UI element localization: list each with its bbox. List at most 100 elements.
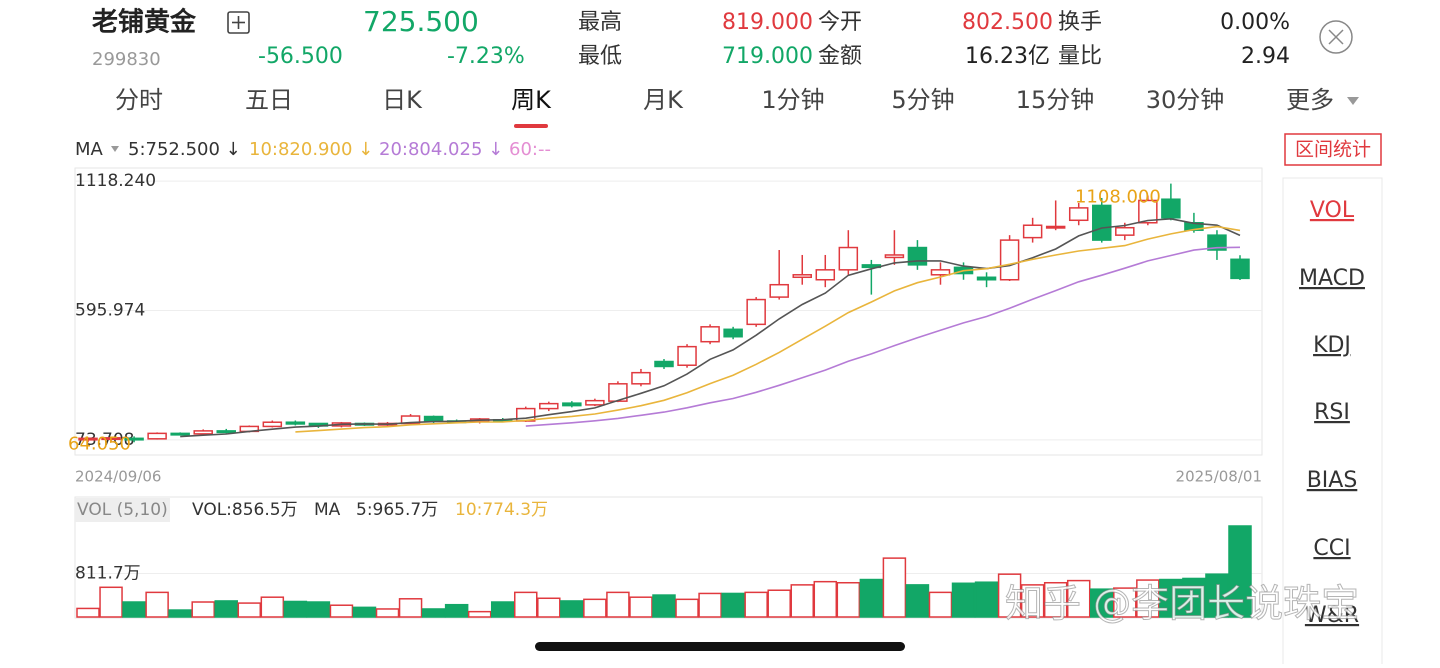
change-pct: -7.23% [447,44,525,69]
candle-body [562,402,582,407]
indicator-tab[interactable]: RSI [1314,400,1350,425]
ma-caret [111,146,119,152]
volume-bar [721,592,745,618]
volume-bar [168,609,192,618]
volume-bar [122,601,146,618]
candle-body [1045,225,1066,229]
candle-body [1022,224,1043,239]
indicator-tab[interactable]: MACD [1299,266,1365,291]
volume-bar [1113,587,1137,618]
candle-body [1161,198,1181,219]
volume-bar [744,591,768,618]
volume-bar [537,597,561,618]
vol-legend-bg [75,498,170,522]
volume-bar [606,591,630,618]
candle-body [999,239,1020,281]
indicator-tab[interactable]: VOL [1310,198,1355,223]
volume-bar [974,581,999,618]
tab[interactable]: 15分钟 [1016,86,1095,114]
candle-body [792,274,812,279]
more-caret [1347,97,1359,105]
candle-body [216,430,236,434]
indicator-tab[interactable]: W&R [1305,603,1359,628]
ma-line [525,246,1241,427]
volume-bar [928,591,953,618]
candle-body [262,421,283,428]
volume-bar [1136,579,1160,618]
candle-body [124,437,144,441]
volume-bar [191,601,215,618]
candle-body [585,399,605,406]
volume-bar [1066,579,1091,618]
volume-bar [237,602,262,618]
candle-body [101,437,121,441]
volume-bar [99,586,123,618]
volume-bar [951,582,976,618]
tab[interactable]: 5分钟 [891,86,954,114]
change: -56.500 [258,44,343,69]
volume-bar [698,592,722,618]
stock-code: 299830 [92,49,161,70]
volume-frame [74,496,1263,619]
stat-label: 最高 [578,10,622,35]
candle-body [147,432,167,440]
volume-bar [145,591,169,618]
candle-body [700,326,720,343]
volume-bar [514,591,538,618]
candle-body [677,345,697,366]
add-watchlist-icon[interactable] [227,11,250,34]
volume-bar [260,596,285,618]
range-button-box[interactable] [1284,133,1382,166]
indicator-tab[interactable]: BIAS [1307,468,1358,493]
tab[interactable]: 1分钟 [761,86,824,114]
ma-legend-item: 10:820.900 ↓ [249,139,373,160]
tab[interactable]: 更多 [1286,86,1334,114]
vol-legend-item: 5:965.7万 [356,500,438,520]
tab[interactable]: 月K [643,86,684,114]
volume-bar [283,600,308,618]
close-button[interactable] [1319,20,1353,54]
stat-value: 2.94 [1241,44,1290,69]
candle-body [907,246,928,266]
stock-name: 老铺黄金 [92,7,197,38]
tab[interactable]: 分时 [115,86,163,114]
volume-bar [329,604,354,618]
candle-body [1230,258,1250,280]
volume-bar [767,589,791,618]
volume-bar [306,601,331,618]
indicator-tab[interactable]: KDJ [1313,333,1351,358]
tab[interactable]: 周K [511,86,552,114]
candle-body [400,415,421,425]
range-button[interactable]: 区间统计 [1295,139,1371,161]
candle-body [170,432,190,436]
tab[interactable]: 日K [382,86,423,114]
ma-line [295,225,1241,433]
volume-bar [905,584,930,618]
candle-body [193,430,213,435]
volume-bar [421,608,446,618]
extreme-label: 64.050 [68,433,131,454]
watermark: 知乎 @李团长说珠宝 [1005,582,1359,626]
indicator-panel [1282,177,1383,668]
volume-bar [859,578,884,618]
candle-body [815,269,836,281]
volume-bar [1043,581,1068,618]
candle-body [769,283,789,298]
volume-bar [813,580,838,618]
volume-bar [652,594,676,618]
candle-body [78,437,98,441]
tab[interactable]: 30分钟 [1146,86,1225,114]
volume-bar [1159,578,1183,618]
volume-bar [444,603,469,618]
stat-value: 819.000 [722,10,813,35]
ma-legend-item: 20:804.025 ↓ [379,139,503,160]
tab[interactable]: 五日 [245,86,293,114]
home-indicator [535,642,905,651]
volume-bar [1182,577,1206,618]
vol-legend-item: VOL (5,10) [77,500,168,520]
indicator-tab[interactable]: CCI [1313,536,1350,561]
stat-value: 0.00% [1220,10,1290,35]
y-tick-label: 595.974 [75,300,145,320]
candle-body [1068,207,1089,222]
